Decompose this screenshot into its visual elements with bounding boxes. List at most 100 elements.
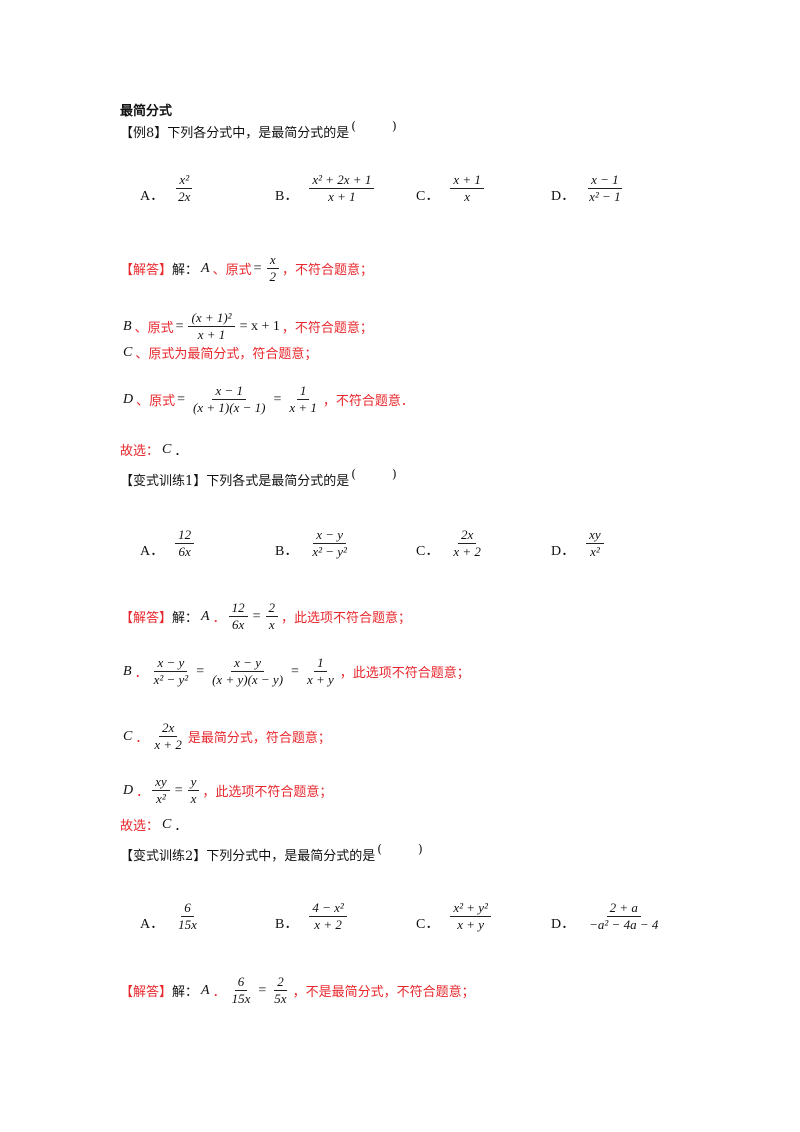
denominator: x + 2 [154,737,182,752]
text-line: B 、原式 = (x + 1)² x + 1 = x + 1 ，不符合题意； [120,310,373,343]
text-line: 【变式训练2】下列分式中，是最简分式的是( ) [120,842,423,864]
denominator: x [464,189,470,204]
numerator: 1 [314,655,327,672]
text: 解： [172,263,199,278]
denominator: x [190,791,197,806]
fraction: x − y (x + y)(x − y) [209,655,286,688]
text-line: C 、原式为最简分式，符合题意； [120,343,317,363]
math-variable: C [162,816,172,832]
numerator: 2 + a [606,900,641,917]
denominator: x + y [306,672,334,687]
denominator: 2 [269,269,277,284]
math-operator: = x + 1 [239,318,280,334]
answer-text: ，此选项不符合题意； [281,611,412,626]
text-line: D 、原式 = x − 1 (x + 1)(x − 1) = 1 x + 1 ，不符合题意． [120,383,414,416]
denominator: x² [590,544,600,559]
math-variable: C [162,441,172,457]
option-b: B． x − y x² − y² [275,527,353,560]
math-variable: D [123,782,134,798]
denominator: x² − y² [153,672,189,687]
denominator: 2x [178,189,191,204]
math-variable: C [123,728,133,744]
numerator: x + 1 [450,172,484,189]
denominator: (x + 1)(x − 1) [193,400,266,415]
numerator: 6 [181,900,194,917]
answer-text: 【解答】 [120,263,173,278]
option-label: A． [140,917,165,932]
option-label: C． [416,189,440,204]
numerator: 4 − x² [309,900,347,917]
answer-text: ，不符合题意； [282,263,374,278]
text-line: 【解答】 解： A ． 6 15x = 2 5x ，不是最简分式，不符合题意； [120,974,475,1007]
text-line: 【解答】 解： A 、原式 = x 2 ，不符合题意； [120,252,373,285]
text: ． [174,819,188,834]
numerator: 6 [234,974,248,991]
answer-text: ，不是最简分式，不符合题意； [292,985,475,1000]
option-label: A． [140,544,165,559]
option-d: D． x − 1 x² − 1 [551,172,627,205]
numerator: x − 1 [588,172,622,189]
math-operator: = [196,663,205,679]
option-label: D． [551,917,576,932]
denominator: x² [156,791,166,806]
fraction: 2x x + 2 [151,720,185,753]
numerator: (x + 1)² [188,310,235,327]
section-title: 最简分式 [120,104,173,119]
fraction: (x + 1)² x + 1 [188,310,235,343]
fraction: 6 15x [229,974,254,1007]
denominator: x + y [457,917,485,932]
numerator: x − y [313,527,347,544]
math-operator: = [291,663,299,679]
text: 【变式训练1】下列各式是最简分式的是 [120,474,350,489]
numerator: x [266,252,279,269]
answer-text: ，不符合题意； [281,321,373,336]
option-a: A． 12 6x [140,527,197,560]
answer-text: 是最简分式，符合题意； [187,731,331,746]
numerator: 2 [265,600,279,617]
math-operator: = [174,782,183,798]
denominator: −a² − 4a − 4 [589,917,659,932]
option-fraction: 2x x + 2 [450,527,484,560]
text-line: 【解答】 解： A ． 12 6x = 2 x ，此选项不符合题意； [120,600,411,633]
denominator: (x + y)(x − y) [212,672,284,687]
answer-text: 【解答】 [120,985,173,1000]
option-fraction: x² 2x [175,172,193,205]
numerator: x − 1 [212,383,247,400]
denominator: x + 2 [314,917,342,932]
numerator: x − y [154,655,188,672]
math-operator: = [177,391,186,407]
math-variable: B [123,318,132,334]
option-label: C． [416,544,440,559]
text: 解： [172,985,199,1000]
text: 解： [172,611,199,626]
text-line: 故选： C ． [120,815,188,835]
answer-text: 【解答】 [120,611,173,626]
option-label: A． [140,189,165,204]
math-variable: A [201,982,210,998]
option-fraction: x² + y² x + y [450,900,491,933]
answer-text: 故选： [120,444,160,459]
option-b: B． 4 − x² x + 2 [275,900,350,933]
denominator: x² − 1 [589,189,621,204]
option-label: B． [275,189,299,204]
numerator: 1 [296,383,310,400]
text: 【例8】下列各分式中，是最简分式的是 [120,126,350,141]
denominator: 6x [231,617,245,632]
option-fraction: 4 − x² x + 2 [309,900,347,933]
answer-text: ，此选项不符合题意； [339,666,470,681]
option-label: B． [275,917,299,932]
option-a: A． x² 2x [140,172,196,205]
denominator: x + 1 [197,327,226,342]
numerator: xy [586,527,604,544]
answer-text: 、原式 [134,321,174,336]
denominator: x + 1 [289,400,317,415]
denominator: x [268,617,275,632]
answer-text: ． [136,785,150,800]
option-d: D． xy x² [551,527,607,560]
fraction: 12 6x [228,600,248,633]
